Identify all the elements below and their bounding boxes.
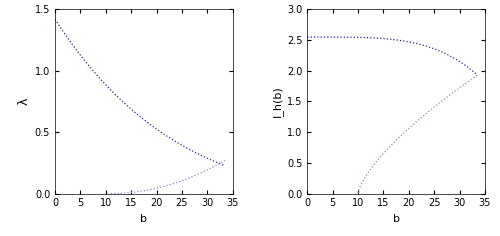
X-axis label: b: b [140,214,147,224]
X-axis label: b: b [392,214,400,224]
Y-axis label: λ: λ [18,98,30,105]
Y-axis label: I_h(b): I_h(b) [272,86,283,117]
